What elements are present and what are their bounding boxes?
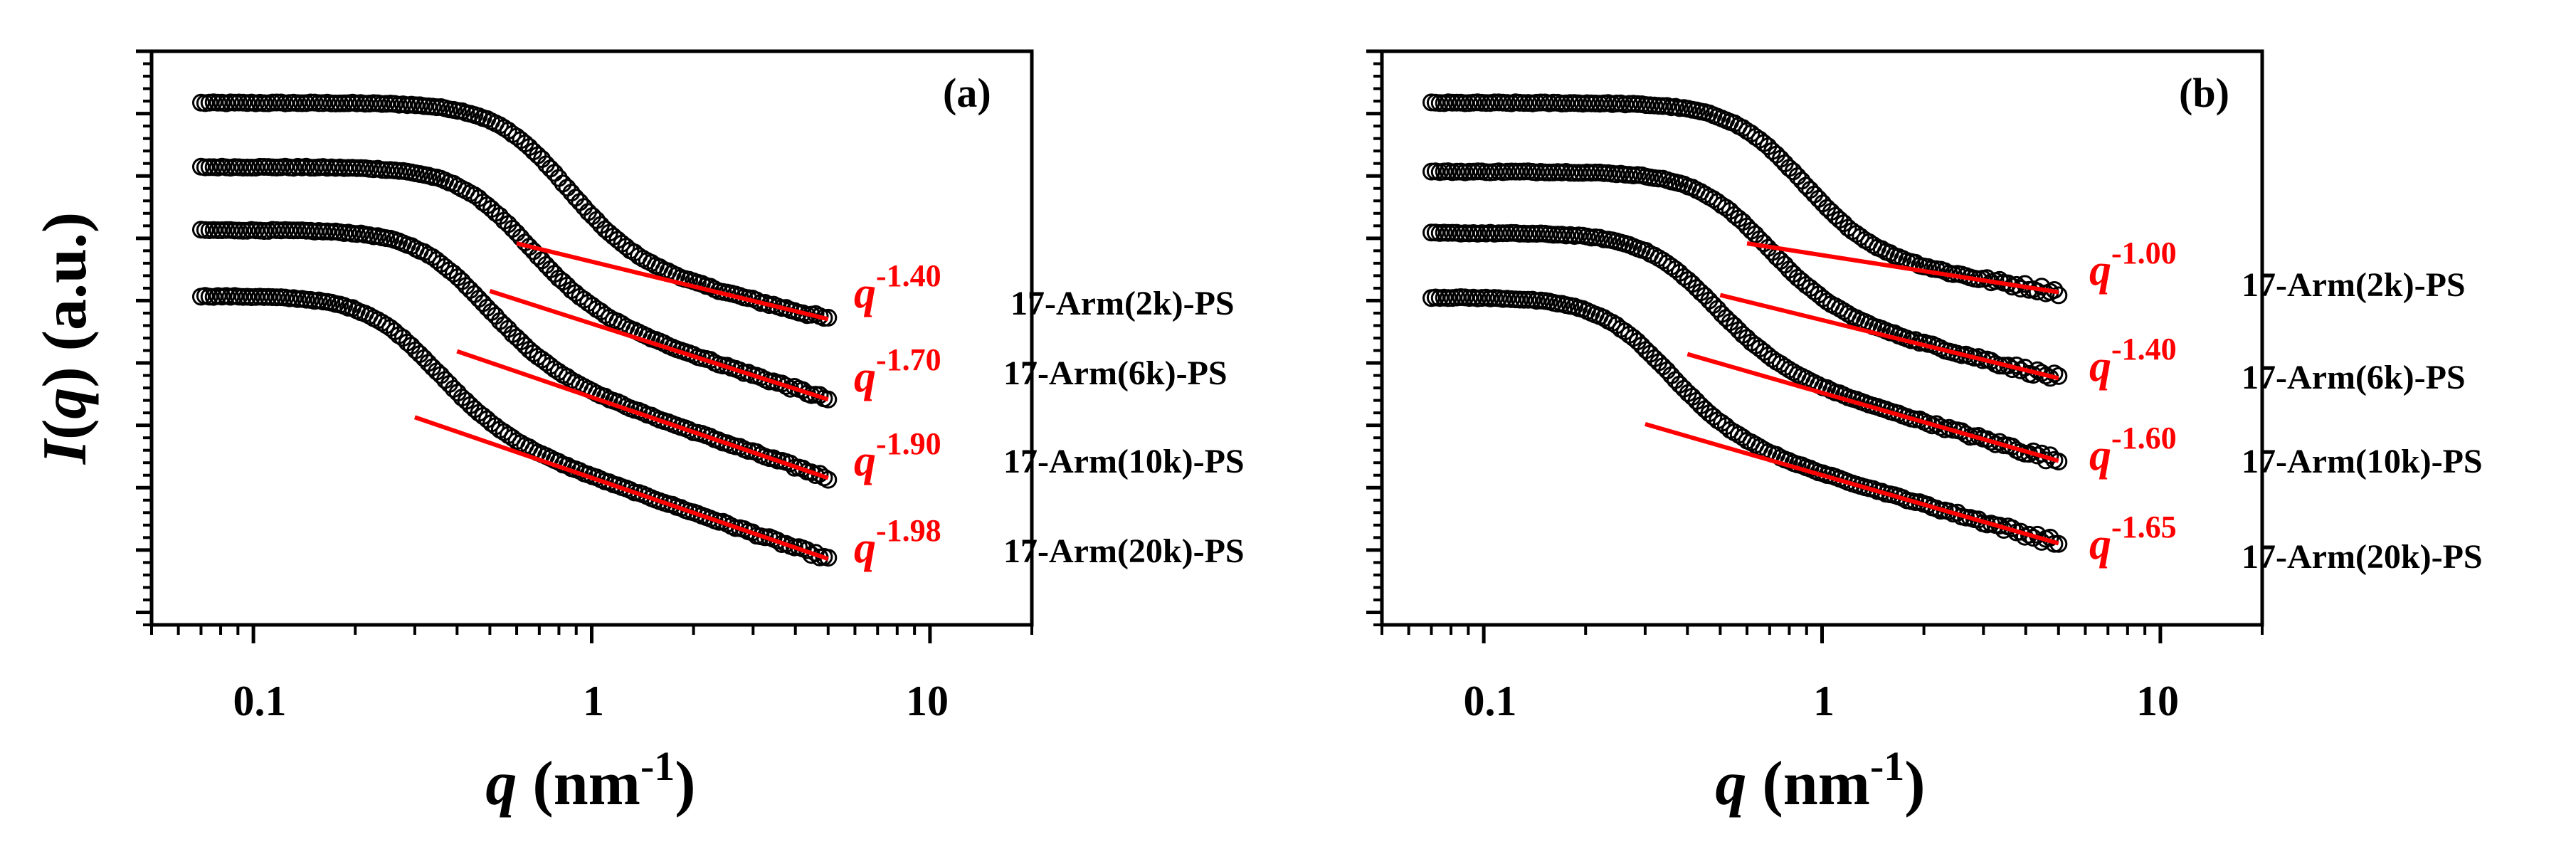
data-marker <box>242 159 260 176</box>
data-marker <box>545 164 564 182</box>
data-marker <box>1662 366 1681 384</box>
data-marker <box>777 376 796 395</box>
fit-line <box>413 415 829 562</box>
panel-a-y-axis-title: I(q) (a.u.) <box>31 212 100 465</box>
data-marker <box>507 223 526 242</box>
data-marker <box>533 251 551 270</box>
panel-a-fit-lines <box>413 241 829 562</box>
data-marker <box>1805 185 1824 204</box>
fit-line <box>1719 293 2059 381</box>
data-marker <box>549 362 568 381</box>
data-marker <box>1742 221 1761 240</box>
data-marker <box>444 379 463 398</box>
panel-b-series-name: 17-Arm(2k)-PS <box>2242 266 2466 304</box>
data-marker <box>541 260 559 278</box>
data-marker <box>819 390 838 409</box>
data-marker <box>2049 534 2068 553</box>
panel-b-fit-label: q-1.00 <box>2089 236 2177 295</box>
panel-a-series-name: 17-Arm(20k)-PS <box>1003 532 1245 570</box>
panel-b-series-name: 17-Arm(10k)-PS <box>2242 443 2483 480</box>
fit-line <box>1645 422 2059 546</box>
fit-line <box>489 289 829 402</box>
data-marker <box>571 193 589 211</box>
data-marker <box>1793 172 1811 190</box>
data-marker <box>2049 286 2068 305</box>
panel-a-fit-label: q-1.90 <box>854 426 941 485</box>
data-marker <box>482 302 501 321</box>
panel-a-data-markers <box>192 93 838 567</box>
panel-a-series-name: 17-Arm(10k)-PS <box>1003 443 1245 480</box>
data-marker <box>470 290 488 308</box>
data-marker <box>436 371 454 389</box>
panel-b-fit-label: q-1.65 <box>2089 510 2177 569</box>
data-marker <box>566 189 585 207</box>
data-marker <box>819 470 838 489</box>
panel-b-xtick-label: 10 <box>2136 678 2179 724</box>
data-marker <box>495 316 513 334</box>
data-marker <box>1704 295 1723 314</box>
data-marker <box>575 198 593 216</box>
data-marker <box>1797 176 1815 195</box>
panel-b-fit-lines <box>1645 241 2059 546</box>
panel-a-fit-label: q-1.98 <box>854 513 941 572</box>
data-marker <box>1586 163 1605 181</box>
panel-b-series-name: 17-Arm(20k)-PS <box>2242 538 2483 576</box>
data-marker <box>419 354 438 372</box>
data-marker <box>1443 223 1462 242</box>
panel-b-data-markers <box>1422 93 2068 553</box>
data-marker <box>474 294 492 312</box>
panel-a: (a) 0.1 1 10 q (nm-1) I(q) (a.u.) q-1.40… <box>31 49 1245 818</box>
data-marker <box>268 93 286 112</box>
panel-b-tag: (b) <box>2179 70 2229 116</box>
data-marker <box>558 179 576 197</box>
fit-line <box>516 241 829 322</box>
panel-a-tag: (a) <box>943 70 991 116</box>
data-marker <box>1709 300 1727 318</box>
data-marker <box>537 155 555 174</box>
data-marker <box>461 280 480 299</box>
panel-a-xtick-label: 10 <box>906 678 949 724</box>
data-marker <box>1667 371 1684 389</box>
fit-line <box>1746 241 2059 295</box>
panel-b-fit-label: q-1.60 <box>2089 421 2177 480</box>
panel-a-fit-label: q-1.40 <box>854 258 941 317</box>
data-marker <box>1771 251 1790 270</box>
data-marker <box>2049 453 2068 470</box>
data-marker <box>562 184 581 202</box>
panel-a-xtick-label: 1 <box>583 678 604 724</box>
data-marker <box>1810 189 1828 208</box>
data-marker <box>1801 181 1820 199</box>
panel-b-xtick-label: 1 <box>1813 678 1835 724</box>
data-marker <box>1670 375 1689 394</box>
panel-a-ticks <box>136 49 1033 643</box>
panel-b-xtick-label: 0.1 <box>1464 678 1517 724</box>
fit-line <box>456 349 829 480</box>
data-marker <box>440 375 458 393</box>
data-marker <box>541 159 559 178</box>
data-marker <box>1725 114 1743 132</box>
panel-b-fit-label: q-1.40 <box>2089 332 2177 391</box>
data-marker <box>537 255 555 274</box>
panel-a-series-name: 17-Arm(2k)-PS <box>1010 285 1235 322</box>
panel-b-ticks <box>1366 49 2264 643</box>
panel-a-xtick-label: 0.1 <box>233 678 287 724</box>
panel-a-fit-label: q-1.70 <box>854 342 941 401</box>
panel-b: (b) 0.1 1 10 q (nm-1) q-1.00 q-1.40 q-1.… <box>1366 49 2483 818</box>
fit-line <box>1686 352 2059 463</box>
panel-b-x-axis-title: q (nm-1) <box>1715 743 1925 818</box>
panel-b-series-name: 17-Arm(6k)-PS <box>2242 359 2466 396</box>
panel-a-x-axis-title: q (nm-1) <box>485 743 695 818</box>
data-marker <box>428 362 446 381</box>
data-marker <box>584 207 602 225</box>
panel-a-series-name: 17-Arm(6k)-PS <box>1003 354 1228 392</box>
